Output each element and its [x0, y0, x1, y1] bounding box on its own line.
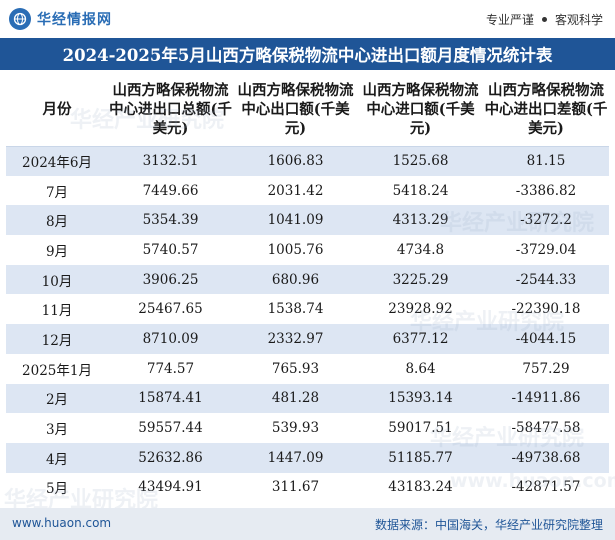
- cell-export: 2031.42: [267, 182, 324, 199]
- cell-month: 2月: [45, 392, 69, 409]
- cell-export: 481.28: [271, 390, 320, 407]
- brand-name: 华经情报网: [37, 12, 112, 28]
- cell-import: 4313.29: [392, 212, 449, 229]
- cell-balance: -3729.04: [515, 241, 577, 258]
- footer-site-link[interactable]: www.huaon.com: [12, 516, 112, 530]
- cell-import: 4734.8: [396, 241, 445, 258]
- cell-export: 680.96: [271, 271, 320, 288]
- cell-month: 3月: [45, 422, 69, 439]
- cell-total: 3906.25: [142, 271, 199, 288]
- table-row: 9月 5740.57 1005.76 4734.8 -3729.04: [6, 235, 609, 265]
- cell-export: 1041.09: [267, 212, 324, 229]
- cell-balance: -3386.82: [515, 182, 577, 199]
- cell-import: 3225.29: [392, 271, 449, 288]
- cell-import: 59017.51: [388, 420, 453, 437]
- cell-import: 5418.24: [392, 182, 449, 199]
- cell-balance: -4044.15: [515, 330, 577, 347]
- table-row: 3月 59557.44 539.93 59017.51 -58477.58: [6, 413, 609, 443]
- cell-balance: 81.15: [526, 153, 566, 170]
- cell-month: 7月: [45, 184, 69, 201]
- table-row: 2月 15874.41 481.28 15393.14 -14911.86: [6, 383, 609, 414]
- cell-balance: -49738.68: [511, 449, 581, 466]
- cell-month: 11月: [41, 303, 73, 320]
- cell-import: 43183.24: [388, 479, 453, 496]
- cell-balance: 757.29: [522, 360, 570, 377]
- tagline: 专业严谨 客观科学: [486, 11, 603, 28]
- cell-export: 2332.97: [267, 330, 324, 347]
- cell-balance: -22390.18: [511, 301, 581, 318]
- cell-total: 52632.86: [138, 449, 203, 466]
- table-row: 11月 25467.65 1538.74 23928.92 -22390.18: [6, 294, 609, 325]
- cell-balance: -2544.33: [515, 271, 577, 288]
- footer: www.huaon.com 数据来源：中国海关，华经产业研究院整理: [0, 508, 615, 540]
- cell-import: 1525.68: [392, 153, 449, 170]
- cell-import: 8.64: [405, 360, 436, 377]
- table-row: 5月 43494.91 311.67 43183.24 -42871.57: [6, 472, 609, 503]
- page-title: 2024-2025年5月山西方略保税物流中心进出口额月度情况统计表: [0, 38, 615, 70]
- cell-export: 311.67: [271, 479, 320, 496]
- cell-export: 1606.83: [267, 153, 324, 170]
- cell-export: 1447.09: [267, 449, 324, 466]
- table-row: 4月 52632.86 1447.09 51185.77 -49738.68: [6, 442, 609, 473]
- brand-logo[interactable]: 华经情报网: [9, 8, 112, 30]
- cell-total: 59557.44: [138, 420, 203, 437]
- cell-total: 43494.91: [138, 479, 203, 496]
- data-table: 月份 山西方略保税物流中心进出口总额(千美元) 山西方略保税物流中心出口额(千美…: [6, 74, 609, 503]
- cell-balance: -3272.2: [520, 212, 572, 229]
- cell-month: 8月: [45, 214, 69, 231]
- cell-total: 7449.66: [142, 182, 199, 199]
- column-header-export: 山西方略保税物流中心出口额(千美元): [237, 82, 354, 138]
- column-header-import: 山西方略保税物流中心进口额(千美元): [362, 82, 479, 138]
- table-row: 7月 7449.66 2031.42 5418.24 -3386.82: [6, 175, 609, 206]
- table-row: 2024年6月 3132.51 1606.83 1525.68 81.15: [6, 146, 609, 176]
- cell-month: 4月: [45, 451, 69, 468]
- cell-import: 51185.77: [388, 449, 453, 466]
- cell-export: 539.93: [271, 420, 320, 437]
- cell-total: 5354.39: [142, 212, 199, 229]
- table-body: 2024年6月 3132.51 1606.83 1525.68 81.15 7月 7449.…: [6, 146, 609, 503]
- cell-total: 774.57: [146, 360, 195, 377]
- cell-import: 6377.12: [392, 330, 449, 347]
- footer-source: 数据来源：中国海关，华经产业研究院整理: [374, 518, 603, 532]
- cell-month: 2024年6月: [22, 155, 92, 172]
- cell-total: 5740.57: [142, 241, 199, 258]
- cell-total: 25467.65: [138, 301, 203, 318]
- cell-balance: -58477.58: [511, 420, 581, 437]
- cell-total: 15874.41: [138, 390, 203, 407]
- globe-icon: [9, 8, 31, 30]
- tagline-left: 专业严谨: [485, 13, 534, 27]
- cell-month: 5月: [45, 481, 69, 498]
- column-header-balance: 山西方略保税物流中心进出口差额(千美元): [484, 82, 608, 138]
- cell-month: 12月: [41, 332, 73, 349]
- tagline-right: 客观科学: [554, 13, 603, 27]
- separator-dot: [541, 17, 547, 22]
- cell-month: 2025年1月: [22, 362, 92, 379]
- column-header-total: 山西方略保税物流中心进出口总额(千美元): [109, 82, 232, 138]
- cell-export: 1538.74: [267, 301, 324, 318]
- cell-import: 15393.14: [388, 390, 453, 407]
- table-row: 8月 5354.39 1041.09 4313.29 -3272.2: [6, 205, 609, 236]
- cell-import: 23928.92: [388, 301, 453, 318]
- table-row: 12月 8710.09 2332.97 6377.12 -4044.15: [6, 324, 609, 354]
- cell-total: 3132.51: [142, 153, 199, 170]
- cell-balance: -42871.57: [511, 479, 581, 496]
- column-header-month: 月份: [42, 101, 72, 119]
- cell-total: 8710.09: [142, 330, 199, 347]
- table-row: 10月 3906.25 680.96 3225.29 -2544.33: [6, 264, 609, 295]
- cell-month: 10月: [41, 273, 73, 290]
- table-header-row: 月份 山西方略保税物流中心进出口总额(千美元) 山西方略保税物流中心出口额(千美…: [6, 74, 609, 146]
- cell-balance: -14911.86: [511, 390, 581, 407]
- cell-export: 765.93: [271, 360, 320, 377]
- cell-month: 9月: [45, 243, 69, 260]
- table-row: 2025年1月 774.57 765.93 8.64 757.29: [6, 353, 609, 384]
- top-bar: 华经情报网 专业严谨 客观科学: [0, 0, 615, 38]
- cell-export: 1005.76: [267, 241, 324, 258]
